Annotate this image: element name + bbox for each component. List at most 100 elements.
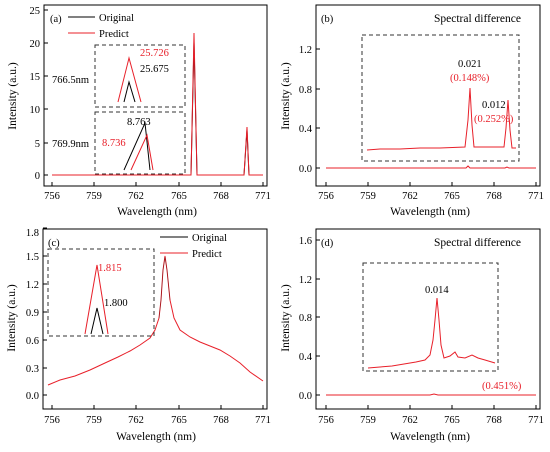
panel-a-inset-766-predict-value: 25.726 xyxy=(140,48,169,59)
panel-d-ytick: 0.8 xyxy=(299,313,312,324)
panel-b-x-ticks: 756 759 762 765 768 771 xyxy=(318,182,544,202)
panel-a-legend: Original Predict xyxy=(68,13,134,40)
panel-a-xtick: 771 xyxy=(255,191,271,202)
panel-a-ylabel: Intensity (a.u.) xyxy=(7,62,19,130)
panel-d-label: (d) xyxy=(321,238,334,249)
panel-b-frame xyxy=(315,4,541,187)
panel-d-x-ticks: 756 759 762 765 768 771 xyxy=(318,405,544,426)
panel-c-ytick: 0.3 xyxy=(26,364,39,375)
panel-b-peak2-value: 0.012 xyxy=(482,100,506,111)
panel-c-ytick: 0.6 xyxy=(26,336,39,347)
panel-a-ytick: 20 xyxy=(30,39,41,50)
panel-b-xtick: 768 xyxy=(486,191,502,202)
panel-a: 0 5 10 15 20 25 756 759 762 765 768 771 … xyxy=(7,4,271,218)
panel-c-ytick: 1.8 xyxy=(26,228,39,239)
panel-b-peak1-value: 0.021 xyxy=(458,59,482,70)
panel-b-peak1-percent: (0.148%) xyxy=(450,73,490,84)
panel-b-inset-line xyxy=(366,87,516,151)
panel-d-ytick: 1.2 xyxy=(299,275,312,286)
panel-a-ytick: 15 xyxy=(30,72,41,83)
panel-b-xlabel: Wavelength (nm) xyxy=(390,206,470,218)
panel-a-predict-line xyxy=(52,32,263,176)
panel-c-legend-original: Original xyxy=(192,233,227,244)
panel-d-xtick: 768 xyxy=(486,415,502,426)
panel-a-ytick: 5 xyxy=(35,139,40,150)
panel-b-ylabel: Intensity (a.u.) xyxy=(280,62,292,130)
panel-b-xtick: 759 xyxy=(360,191,376,202)
panel-c-xtick: 762 xyxy=(128,415,144,426)
panel-d-xtick: 759 xyxy=(360,415,376,426)
panel-a-inset-766-original-value: 25.675 xyxy=(140,64,169,75)
panel-d-xtick: 756 xyxy=(318,415,334,426)
panel-d-ytick: 1.6 xyxy=(299,236,312,247)
panel-c-ytick: 1.2 xyxy=(26,280,39,291)
panel-c-ytick: 0.9 xyxy=(26,308,39,319)
panel-a-ytick: 0 xyxy=(35,171,40,182)
panel-b-xtick: 762 xyxy=(402,191,418,202)
panel-c-xtick: 768 xyxy=(213,415,229,426)
panel-c-inset-predict-value: 1.815 xyxy=(98,263,122,274)
panel-a-xtick: 768 xyxy=(213,191,229,202)
panel-b-y-ticks: 0.0 0.4 0.8 1.2 xyxy=(299,45,320,175)
panel-c-xtick: 765 xyxy=(171,415,187,426)
panel-d-peak-value: 0.014 xyxy=(425,285,449,296)
panel-b-label: (b) xyxy=(321,14,334,25)
panel-d-y-ticks: 0.0 0.4 0.8 1.2 1.6 xyxy=(299,236,320,402)
panel-c-x-ticks: 756 759 762 765 768 771 xyxy=(44,405,271,426)
panel-c-y-ticks: 0.0 0.3 0.6 0.9 1.2 1.5 1.8 xyxy=(26,227,47,402)
panel-a-inset-769-predict-value: 8.736 xyxy=(102,138,126,149)
panel-a-label: (a) xyxy=(50,14,62,25)
panel-d-xtick: 771 xyxy=(528,415,544,426)
panel-a-inset-769-original-value: 8.763 xyxy=(127,117,151,128)
panel-a-ann-766: 766.5nm xyxy=(52,75,89,86)
panel-b-difference-line xyxy=(326,165,536,169)
panel-a-ann-769: 769.9nm xyxy=(52,139,89,150)
panel-a-x-ticks: 756 759 762 765 768 771 xyxy=(44,182,271,202)
panel-c-inset: 1.815 1.800 xyxy=(47,248,155,337)
panel-a-xtick: 759 xyxy=(86,191,102,202)
panel-c-ytick: 0.0 xyxy=(26,391,39,402)
panel-d-xtick: 762 xyxy=(402,415,418,426)
panel-d-peak-percent: (0.451%) xyxy=(482,381,522,392)
panel-d-xlabel: Wavelength (nm) xyxy=(390,431,470,443)
panel-d-ytick: 0.4 xyxy=(299,352,313,363)
panel-a-frame xyxy=(43,4,268,187)
panel-c-xtick: 771 xyxy=(255,415,271,426)
panel-b-xtick: 771 xyxy=(528,191,544,202)
panel-d-frame xyxy=(315,228,541,410)
panel-c-xtick: 759 xyxy=(86,415,102,426)
panel-a-inset-769: 8.763 8.736 xyxy=(94,111,186,175)
panel-a-original-line xyxy=(52,41,263,176)
panel-d-difference-line xyxy=(326,393,536,396)
panel-c-original-line xyxy=(158,256,171,319)
panel-d-inset-line xyxy=(367,297,496,369)
panel-b-xtick: 756 xyxy=(318,191,334,202)
panel-c-predict-line xyxy=(47,255,264,386)
panel-a-ytick: 10 xyxy=(30,105,41,116)
panel-d-inset: 0.014 xyxy=(362,262,499,372)
panel-d-ytick: 0.0 xyxy=(299,391,312,402)
panel-c-xlabel: Wavelength (nm) xyxy=(116,431,196,443)
panel-b-title: Spectral difference xyxy=(434,13,521,25)
panel-b-ytick: 0.0 xyxy=(299,164,312,175)
panel-d-title: Spectral difference xyxy=(434,237,521,249)
panel-c-ytick: 1.5 xyxy=(26,252,39,263)
panel-b-ytick: 0.8 xyxy=(299,85,312,96)
panel-b-xtick: 765 xyxy=(444,191,460,202)
panel-c-legend: Original Predict xyxy=(160,233,227,260)
panel-a-legend-original: Original xyxy=(99,13,134,24)
panel-c-label: (c) xyxy=(48,238,60,249)
panel-c-xtick: 756 xyxy=(44,415,60,426)
panel-c-legend-predict: Predict xyxy=(192,249,222,260)
panel-a-legend-predict: Predict xyxy=(99,29,129,40)
panel-d: 0.0 0.4 0.8 1.2 1.6 756 759 762 765 768 … xyxy=(280,228,544,443)
panel-a-ytick: 25 xyxy=(30,6,41,17)
panel-c-ylabel: Intensity (a.u.) xyxy=(6,284,18,352)
panel-d-xtick: 765 xyxy=(444,415,460,426)
panel-d-ylabel: Intensity (a.u.) xyxy=(280,284,292,352)
panel-b-ytick: 0.4 xyxy=(299,124,313,135)
panel-b-inset: 0.021 (0.148%) 0.012 (0.252%) xyxy=(361,34,520,162)
panel-a-xtick: 762 xyxy=(128,191,144,202)
panel-c: 0.0 0.3 0.6 0.9 1.2 1.5 1.8 756 759 762 … xyxy=(6,227,271,443)
